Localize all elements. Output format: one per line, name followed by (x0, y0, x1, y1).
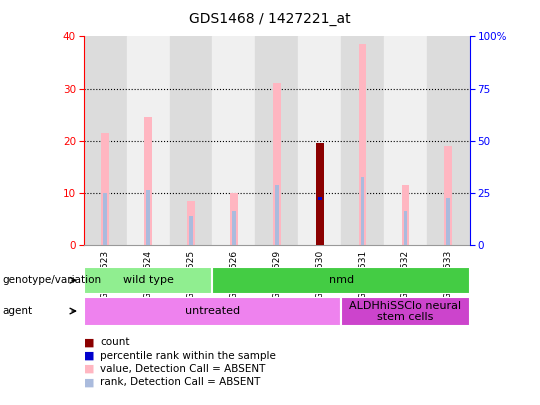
Bar (84, 267, 212, 294)
Bar (144, 117, 152, 245)
Text: wild type: wild type (123, 275, 173, 286)
Bar (84, 36, 126, 245)
Bar (187, 201, 195, 245)
Bar (170, 36, 212, 245)
Text: ■: ■ (84, 351, 94, 360)
Text: ALDHhiSSClo neural
stem cells: ALDHhiSSClo neural stem cells (349, 301, 462, 322)
Bar (189, 216, 193, 245)
Text: ■: ■ (84, 364, 94, 374)
Bar (275, 185, 279, 245)
Bar (212, 36, 255, 245)
Bar (444, 146, 452, 245)
Bar (232, 211, 236, 245)
Text: ■: ■ (84, 377, 94, 387)
Bar (146, 190, 150, 245)
Bar (126, 36, 170, 245)
Bar (359, 44, 367, 245)
Bar (361, 177, 365, 245)
Text: rank, Detection Call = ABSENT: rank, Detection Call = ABSENT (100, 377, 260, 387)
Text: value, Detection Call = ABSENT: value, Detection Call = ABSENT (100, 364, 265, 374)
Bar (316, 143, 323, 245)
Bar (298, 36, 341, 245)
Text: ■: ■ (84, 337, 94, 347)
Bar (384, 36, 427, 245)
Bar (341, 297, 470, 326)
Bar (212, 267, 470, 294)
Bar (403, 211, 407, 245)
Bar (341, 36, 384, 245)
Bar (318, 196, 322, 200)
Bar (427, 36, 470, 245)
Bar (447, 198, 450, 245)
Text: untreated: untreated (185, 307, 240, 316)
Bar (273, 83, 281, 245)
Text: count: count (100, 337, 130, 347)
Text: genotype/variation: genotype/variation (3, 275, 102, 285)
Bar (402, 185, 409, 245)
Text: percentile rank within the sample: percentile rank within the sample (100, 351, 276, 360)
Text: nmd: nmd (328, 275, 354, 286)
Bar (230, 193, 238, 245)
Bar (102, 133, 109, 245)
Bar (84, 297, 341, 326)
Bar (255, 36, 298, 245)
Text: GDS1468 / 1427221_at: GDS1468 / 1427221_at (189, 12, 351, 26)
Text: agent: agent (3, 306, 33, 316)
Bar (103, 193, 107, 245)
